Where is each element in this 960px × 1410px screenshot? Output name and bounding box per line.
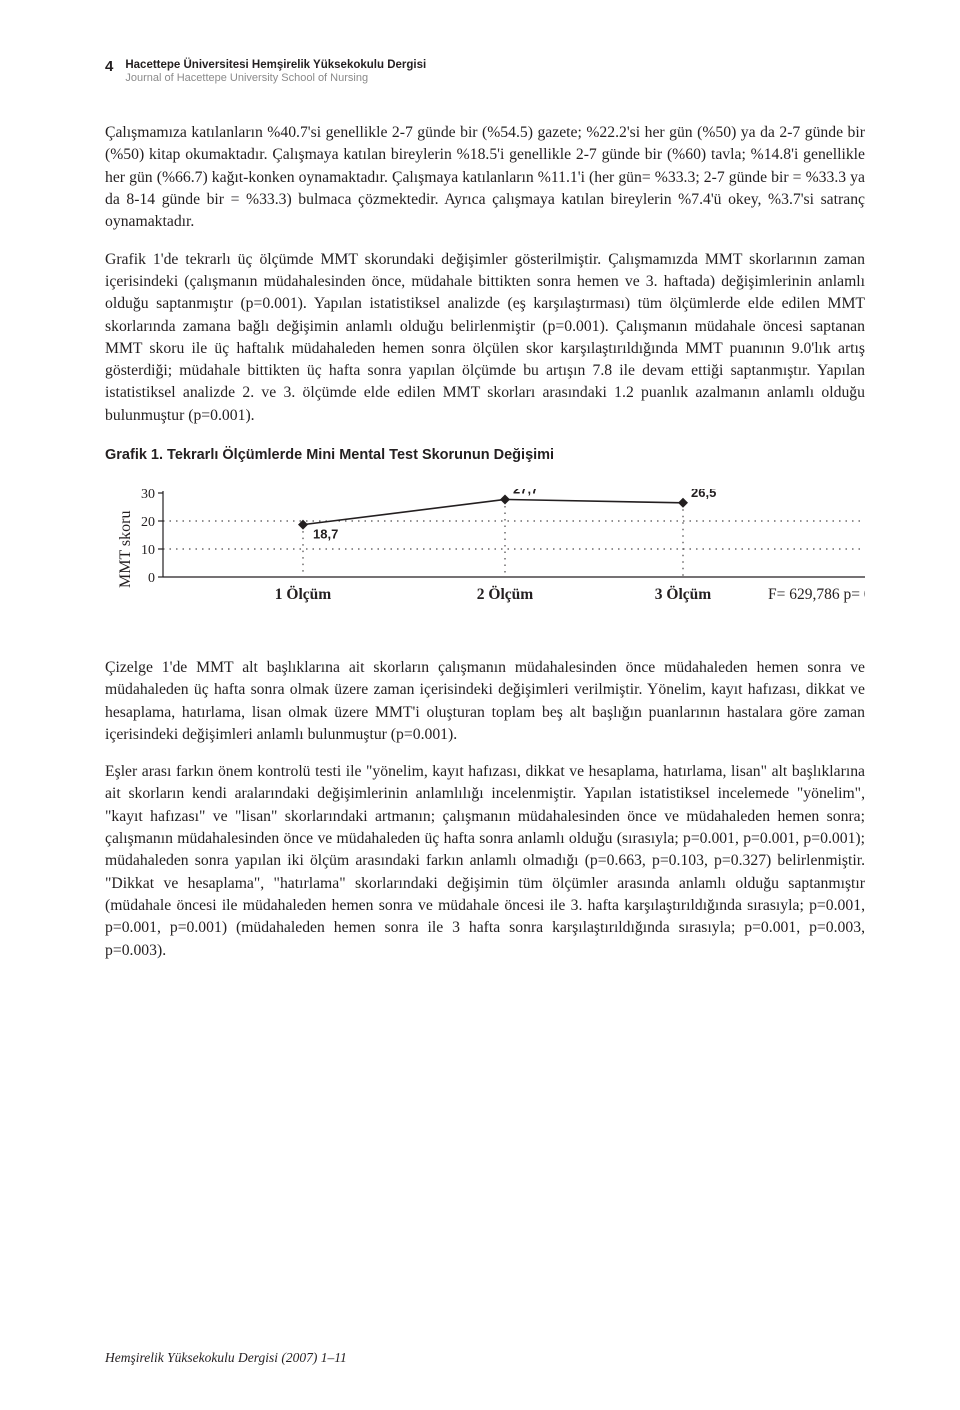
journal-title-block: Hacettepe Üniversitesi Hemşirelik Yüksek… xyxy=(125,58,426,86)
svg-text:3 Ölçüm: 3 Ölçüm xyxy=(655,586,711,603)
svg-text:1 Ölçüm: 1 Ölçüm xyxy=(275,586,331,603)
svg-text:27,7: 27,7 xyxy=(513,489,538,496)
svg-text:18,7: 18,7 xyxy=(313,527,338,542)
chart-y-label: MMT skoru xyxy=(111,489,135,609)
paragraph-4: Eşler arası farkın önem kontrolü testi i… xyxy=(105,761,865,962)
body-text: Çalışmamıza katılanların %40.7'si genell… xyxy=(105,122,865,962)
page-number: 4 xyxy=(105,58,113,74)
paragraph-3: Çizelge 1'de MMT alt başlıklarına ait sk… xyxy=(105,657,865,746)
chart-title: Grafik 1. Tekrarlı Ölçümlerde Mini Menta… xyxy=(105,447,865,463)
chart-svg: 0 10 20 30 18,7 27,7 26,5 1 Ölçüm 2 Ölçüm 3 Ölçüm… xyxy=(129,489,865,609)
svg-text:2 Ölçüm: 2 Ölçüm xyxy=(477,586,533,603)
mmt-chart: MMT skoru 0 10 20 30 18,7 27,7 26,5 1 Ölçüm 2 Öl… xyxy=(105,489,865,609)
svg-text:F= 629,786 p= 0.001: F= 629,786 p= 0.001 xyxy=(768,586,865,603)
svg-text:26,5: 26,5 xyxy=(691,489,716,500)
svg-text:10: 10 xyxy=(141,543,155,558)
svg-text:20: 20 xyxy=(141,515,155,530)
journal-title-tr: Hacettepe Üniversitesi Hemşirelik Yüksek… xyxy=(125,58,426,72)
svg-text:0: 0 xyxy=(148,571,155,586)
chart-title-prefix: Grafik 1. xyxy=(105,447,163,463)
journal-title-en: Journal of Hacettepe University School o… xyxy=(125,72,426,86)
paragraph-2: Grafik 1'de tekrarlı üç ölçümde MMT skor… xyxy=(105,249,865,427)
chart-title-text: Tekrarlı Ölçümlerde Mini Mental Test Sko… xyxy=(163,447,554,463)
svg-text:30: 30 xyxy=(141,489,155,502)
footer-citation: Hemşirelik Yüksekokulu Dergisi (2007) 1–… xyxy=(105,1350,347,1366)
page-header: 4 Hacettepe Üniversitesi Hemşirelik Yüks… xyxy=(105,58,865,86)
paragraph-1: Çalışmamıza katılanların %40.7'si genell… xyxy=(105,122,865,233)
